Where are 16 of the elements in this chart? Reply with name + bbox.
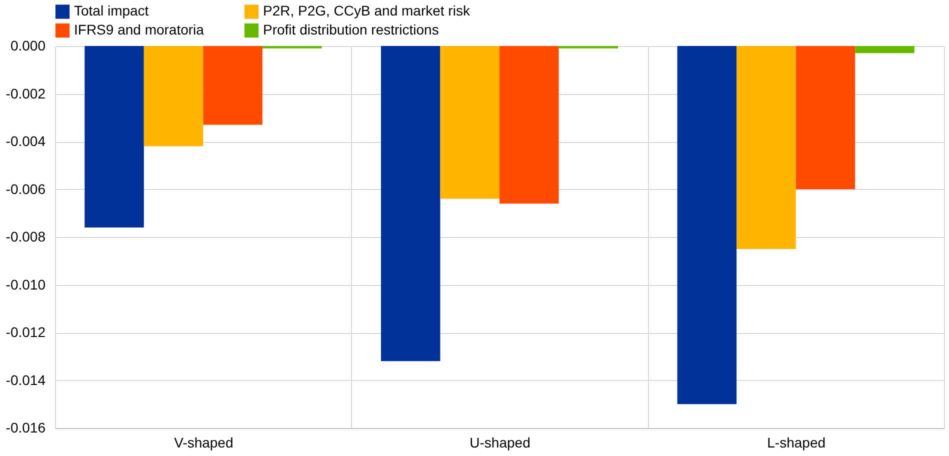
legend-label: Profit distribution restrictions	[263, 22, 439, 38]
y-tick-label: -0.010	[6, 276, 46, 292]
x-tick-label: V-shaped	[174, 434, 234, 450]
legend-label: IFRS9 and moratoria	[74, 22, 204, 38]
legend-label: Total impact	[74, 2, 149, 19]
y-tick-label: -0.006	[6, 180, 46, 197]
y-tick-label: -0.002	[6, 85, 46, 102]
y-tick-label: -0.012	[6, 324, 46, 340]
legend-label: P2R, P2G, CCyB and market risk	[263, 2, 471, 19]
y-tick-label: -0.014	[6, 372, 46, 388]
y-tick-label: 0.000	[10, 38, 46, 54]
y-tick-label: -0.004	[6, 133, 46, 149]
y-tick-label: -0.008	[6, 228, 46, 244]
x-tick-label: U-shaped	[470, 434, 530, 450]
y-tick-label: -0.016	[6, 420, 46, 436]
x-tick-label: L-shaped	[767, 434, 826, 450]
